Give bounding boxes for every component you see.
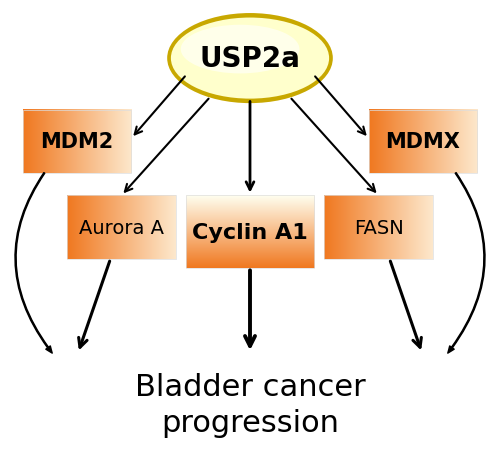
Bar <box>22 111 132 173</box>
Bar <box>67 196 176 259</box>
Ellipse shape <box>171 19 329 99</box>
Text: Aurora A: Aurora A <box>79 218 164 237</box>
Text: MDM2: MDM2 <box>40 132 114 152</box>
Bar <box>368 111 478 173</box>
Text: progression: progression <box>161 409 339 437</box>
FancyArrowPatch shape <box>15 173 52 354</box>
Bar <box>186 196 314 268</box>
Text: Cyclin A1: Cyclin A1 <box>192 222 308 242</box>
Bar <box>324 196 433 259</box>
Ellipse shape <box>167 14 333 104</box>
Text: MDMX: MDMX <box>386 132 460 152</box>
FancyArrowPatch shape <box>448 173 485 354</box>
Text: Bladder cancer: Bladder cancer <box>134 373 366 401</box>
Text: USP2a: USP2a <box>200 45 300 73</box>
Text: FASN: FASN <box>354 218 404 237</box>
Ellipse shape <box>181 25 300 74</box>
